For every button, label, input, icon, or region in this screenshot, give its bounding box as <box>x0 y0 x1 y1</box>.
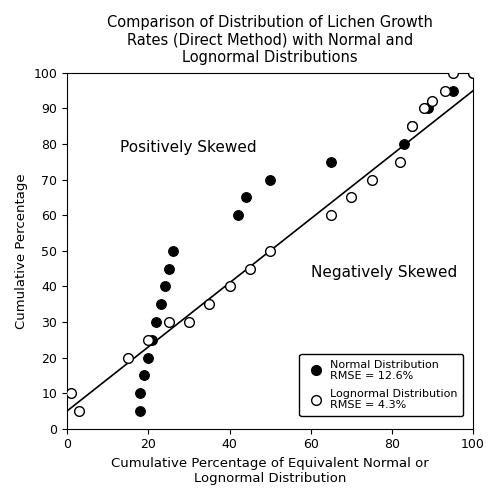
Point <box>156 300 164 308</box>
Point <box>327 158 335 166</box>
Point <box>449 69 457 77</box>
Point <box>396 158 404 166</box>
Point <box>140 372 148 380</box>
Point <box>440 86 448 94</box>
Point <box>348 194 356 202</box>
Text: Negatively Skewed: Negatively Skewed <box>310 264 457 280</box>
Point <box>76 407 84 415</box>
Point <box>424 104 432 112</box>
Point <box>428 98 436 106</box>
Point <box>400 140 408 148</box>
Point <box>408 122 416 130</box>
Title: Comparison of Distribution of Lichen Growth
Rates (Direct Method) with Normal an: Comparison of Distribution of Lichen Gro… <box>107 15 433 65</box>
Point <box>144 354 152 362</box>
Point <box>152 318 160 326</box>
Point <box>67 389 75 397</box>
Point <box>160 282 168 290</box>
Point <box>136 407 144 415</box>
Point <box>148 336 156 344</box>
Point <box>164 264 172 272</box>
Point <box>469 69 477 77</box>
Point <box>327 211 335 219</box>
Point <box>246 264 254 272</box>
Text: Positively Skewed: Positively Skewed <box>120 140 256 155</box>
Point <box>368 176 376 184</box>
Legend: Normal Distribution
RMSE = 12.6%, Lognormal Distribution
RMSE = 4.3%: Normal Distribution RMSE = 12.6%, Lognor… <box>300 354 464 416</box>
Point <box>168 247 176 255</box>
Point <box>185 318 193 326</box>
Point <box>164 318 172 326</box>
X-axis label: Cumulative Percentage of Equivalent Normal or
Lognormal Distribution: Cumulative Percentage of Equivalent Norm… <box>111 457 429 485</box>
Point <box>136 389 144 397</box>
Point <box>469 69 477 77</box>
Point <box>266 247 274 255</box>
Point <box>420 104 428 112</box>
Point <box>234 211 241 219</box>
Point <box>449 86 457 94</box>
Point <box>226 282 234 290</box>
Point <box>205 300 213 308</box>
Point <box>144 336 152 344</box>
Point <box>266 176 274 184</box>
Point <box>124 354 132 362</box>
Y-axis label: Cumulative Percentage: Cumulative Percentage <box>15 173 28 328</box>
Point <box>408 122 416 130</box>
Point <box>242 194 250 202</box>
